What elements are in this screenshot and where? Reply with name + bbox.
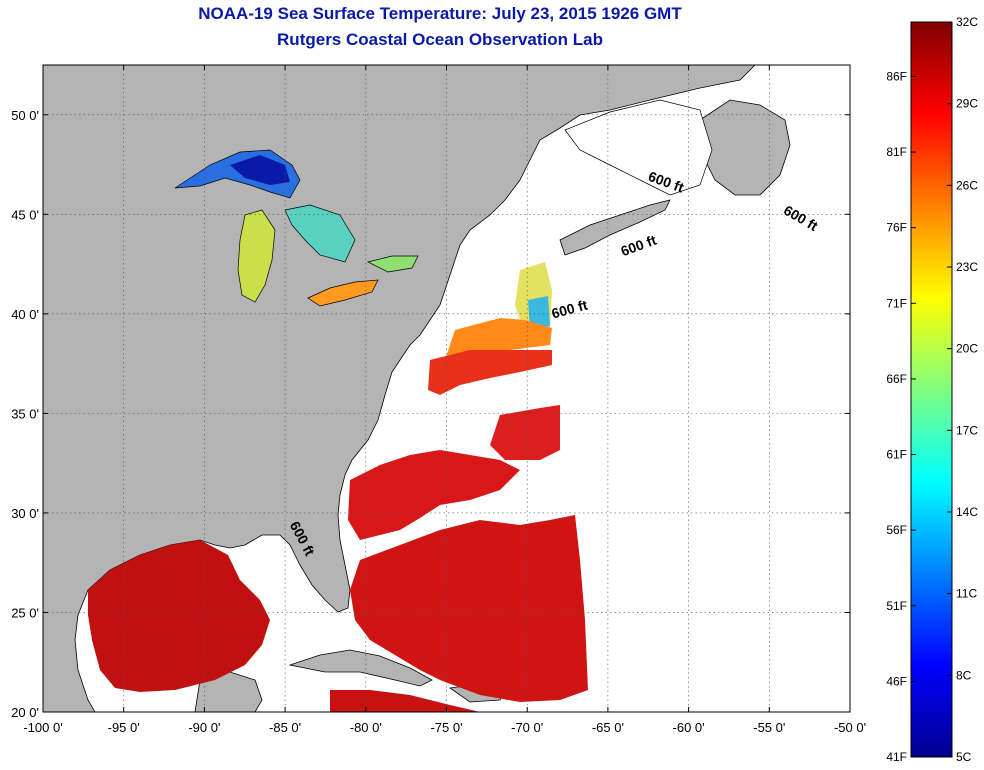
longitude-axis: -100 0' -95 0' -90 0' -85 0' -80 0' -75 0' -70…: [23, 65, 866, 735]
sst-caribbean: [330, 690, 480, 712]
colorbar-c-label: 26C: [956, 178, 978, 192]
lon-tick-label: -50 0': [834, 720, 866, 735]
land-cuba: [288, 649, 433, 687]
colorbar-c-label: 17C: [956, 423, 978, 437]
colorbar-c-label: 5C: [956, 750, 972, 764]
sst-south-atlantic-bight: [348, 450, 520, 540]
lake-ontario: [366, 255, 419, 273]
lon-tick-label: -55 0': [753, 720, 785, 735]
colorbar: 32C 29C 26C 23C 20C 17C 14C 11C 8C 5C 86F 81F 76F 71F…: [886, 15, 978, 764]
lon-tick-label: -90 0': [188, 720, 220, 735]
lat-tick-label: 30 0': [11, 506, 39, 521]
sst-gulf-of-maine-cool: [528, 296, 550, 330]
sst-mid-atlantic-warm: [428, 350, 552, 395]
colorbar-f-label: 76F: [886, 221, 907, 235]
lon-tick-label: -80 0': [350, 720, 382, 735]
colorbar-c-label: 20C: [956, 342, 978, 356]
lake-michigan: [237, 209, 276, 303]
colorbar-f-label: 61F: [886, 448, 907, 462]
lon-tick-label: -95 0': [108, 720, 140, 735]
colorbar-c-label: 29C: [956, 97, 978, 111]
lon-tick-label: -85 0': [269, 720, 301, 735]
lat-tick-label: 50 0': [11, 108, 39, 123]
lon-tick-label: -100 0': [23, 720, 62, 735]
lon-tick-label: -65 0': [592, 720, 624, 735]
colorbar-f-label: 51F: [886, 599, 907, 613]
lat-tick-label: 25 0': [11, 605, 39, 620]
colorbar-f-label: 41F: [886, 750, 907, 764]
lake-huron: [284, 204, 356, 263]
colorbar-c-label: 11C: [956, 587, 977, 601]
lon-tick-label: -70 0': [511, 720, 543, 735]
land-newfoundland: [699, 99, 791, 196]
lat-tick-label: 35 0': [11, 406, 39, 421]
lake-superior-core: [230, 155, 290, 185]
colorbar-f-label: 56F: [886, 523, 907, 537]
lon-tick-label: -75 0': [430, 720, 462, 735]
lake-erie: [307, 279, 379, 307]
map-layers: [43, 65, 791, 712]
sst-gulf-interior-shelf: [255, 545, 300, 625]
lat-tick-label: 45 0': [11, 207, 39, 222]
lon-tick-label: -60 0': [673, 720, 705, 735]
map-title: NOAA-19 Sea Surface Temperature: July 23…: [198, 4, 682, 23]
sst-mid-atlantic-bight: [445, 318, 552, 360]
colorbar-f-label: 46F: [886, 674, 907, 688]
lat-tick-label: 40 0': [11, 307, 39, 322]
colorbar-f-label: 86F: [886, 69, 907, 83]
colorbar-f-label: 71F: [886, 296, 907, 310]
sst-gulf-of-mexico: [88, 540, 270, 692]
colorbar-c-label: 14C: [956, 505, 978, 519]
latitude-axis: 20 0' 25 0' 30 0' 35 0' 40 0' 45 0' 50 0': [11, 108, 850, 720]
colorbar-c-label: 23C: [956, 260, 978, 274]
colorbar-gradient: [910, 21, 953, 758]
land-nova-scotia: [559, 199, 671, 256]
sst-subtropical-atlantic: [350, 515, 588, 702]
lat-tick-label: 20 0': [11, 705, 39, 720]
colorbar-c-label: 8C: [956, 668, 972, 682]
map-subtitle: Rutgers Coastal Ocean Observation Lab: [277, 30, 603, 49]
colorbar-c-label: 32C: [956, 15, 978, 29]
colorbar-f-label: 66F: [886, 372, 907, 386]
colorbar-f-label: 81F: [886, 145, 907, 159]
water-gulf-st-lawrence: [564, 99, 713, 196]
sst-gulf-stream-north: [490, 405, 560, 460]
